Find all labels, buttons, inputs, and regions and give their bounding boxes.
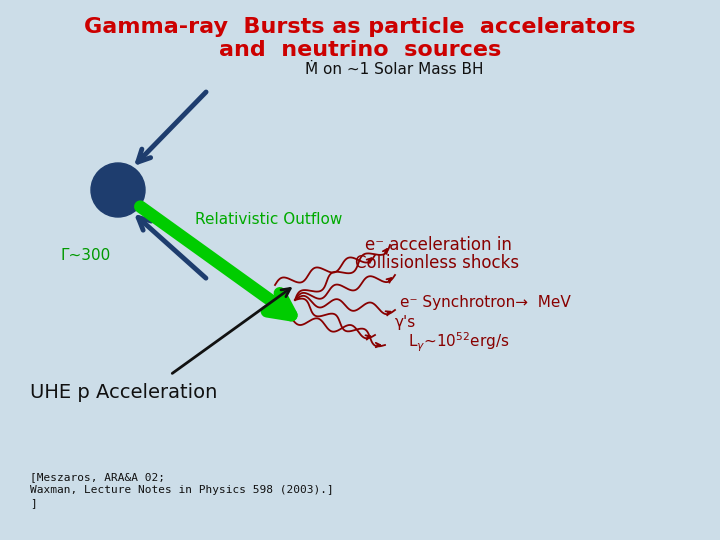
Text: γ's: γ's [395,314,416,329]
Text: Gamma-ray  Bursts as particle  accelerators: Gamma-ray Bursts as particle accelerator… [84,17,636,37]
Text: e⁻ acceleration in: e⁻ acceleration in [365,236,512,254]
Text: Relativistic Outflow: Relativistic Outflow [195,213,343,227]
Circle shape [91,163,145,217]
Text: Γ~300: Γ~300 [60,247,110,262]
Text: Collisionless shocks: Collisionless shocks [355,254,519,272]
Text: and  neutrino  sources: and neutrino sources [219,40,501,60]
Text: L$_\gamma$~10$^{52}$erg/s: L$_\gamma$~10$^{52}$erg/s [408,330,510,354]
Text: Ṁ on ~1 Solar Mass BH: Ṁ on ~1 Solar Mass BH [305,62,484,77]
Text: e⁻ Synchrotron→  MeV: e⁻ Synchrotron→ MeV [400,294,571,309]
Text: [Meszaros, ARA&A 02;
Waxman, Lecture Notes in Physics 598 (2003).]
]: [Meszaros, ARA&A 02; Waxman, Lecture Not… [30,472,334,508]
Text: UHE p Acceleration: UHE p Acceleration [30,382,217,402]
